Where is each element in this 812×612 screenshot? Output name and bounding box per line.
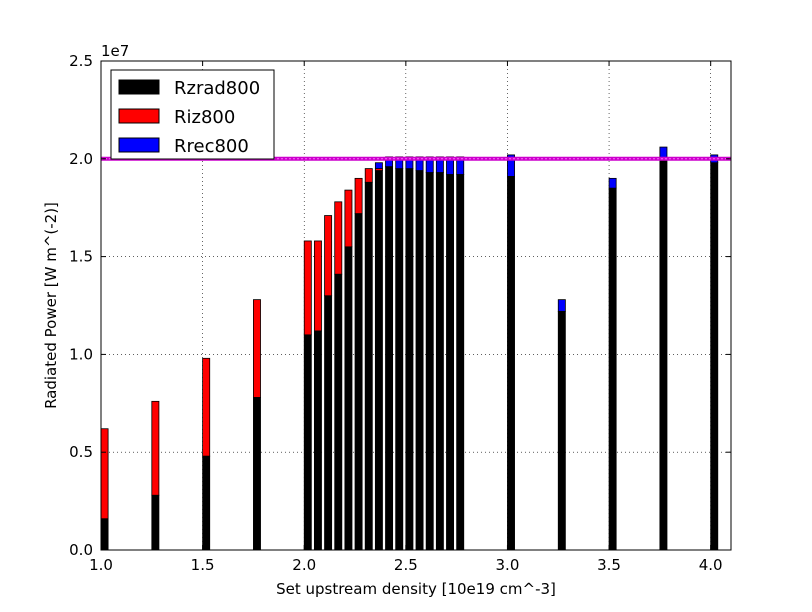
bar-riz800 (334, 201, 343, 275)
legend-swatch (118, 79, 160, 95)
bar-rzrad800 (374, 170, 383, 551)
legend-swatch (118, 137, 160, 153)
bar-rzrad800 (303, 334, 312, 551)
bar-rzrad800 (324, 295, 333, 551)
x-tick-label: 1.5 (191, 556, 215, 574)
legend-label: Rrec800 (174, 136, 249, 157)
bar-rzrad800 (446, 174, 454, 551)
plot-frame (100, 60, 732, 551)
y-tick-label: 1.0 (69, 345, 93, 363)
bar-rzrad800 (354, 213, 363, 551)
bar-riz800 (303, 240, 312, 336)
y-tick-label: 1.5 (69, 248, 93, 266)
y-tick-label: 2.5 (69, 52, 93, 70)
bars (100, 146, 719, 551)
x-tick-label: 2.0 (292, 556, 316, 574)
x-tick-label: 3.5 (597, 556, 621, 574)
bar-riz800 (313, 240, 322, 332)
bar-rzrad800 (334, 273, 343, 551)
legend: Rzrad800 Riz800 Rrec800 (110, 69, 275, 160)
bar-rzrad800 (202, 455, 211, 551)
bar-rzrad800 (557, 310, 566, 551)
bar-riz800 (151, 400, 160, 496)
bar-rzrad800 (435, 172, 444, 551)
bar-rzrad800 (313, 330, 322, 551)
bar-rzrad800 (659, 158, 668, 551)
bar-rzrad800 (405, 168, 414, 551)
y-tick-label: 2.0 (69, 150, 93, 168)
bar-riz800 (253, 299, 261, 398)
bar-riz800 (202, 357, 211, 457)
bar-rzrad800 (507, 176, 515, 551)
y-tick-label: 0.5 (69, 443, 93, 461)
x-tick-label: 2.5 (394, 556, 418, 574)
y-tick-label: 0.0 (69, 541, 93, 559)
bar-riz800 (100, 428, 109, 520)
bar-rzrad800 (608, 187, 617, 551)
bar-rrec800 (557, 299, 566, 312)
bar-rzrad800 (456, 174, 465, 551)
bar-rzrad800 (151, 494, 160, 551)
y-axis-label: Radiated Power [W m^(-2)] (42, 202, 60, 409)
bar-rzrad800 (364, 181, 373, 551)
ticks: 1.0 1.5 2.0 2.5 3.0 3.5 4.0 0.0 0.5 1.0 1.5 2.0 2.5 (69, 52, 731, 574)
bar-rzrad800 (395, 168, 404, 551)
bar-rzrad800 (385, 166, 394, 551)
bar-rzrad800 (710, 162, 719, 551)
x-axis-label: Set upstream density [10e19 cm^-3] (276, 580, 556, 598)
x-tick-label: 1.0 (89, 556, 113, 574)
bar-rrec800 (374, 162, 383, 169)
y-offset-label: 1e7 (101, 42, 129, 60)
legend-swatch (118, 108, 160, 124)
bar-rrec800 (608, 177, 617, 189)
bar-rzrad800 (415, 170, 424, 551)
bar-riz800 (344, 189, 353, 248)
bar-rzrad800 (344, 246, 353, 551)
x-tick-label: 3.0 (496, 556, 520, 574)
x-tick-label: 4.0 (699, 556, 723, 574)
legend-label: Rzrad800 (174, 78, 260, 99)
bar-rzrad800 (100, 518, 109, 551)
bar-rzrad800 (253, 397, 261, 551)
bar-riz800 (324, 215, 333, 297)
bar-riz800 (364, 168, 373, 183)
bar-rrec800 (507, 154, 515, 177)
bar-riz800 (354, 177, 363, 214)
bar-rzrad800 (425, 172, 434, 551)
legend-label: Riz800 (174, 107, 235, 128)
